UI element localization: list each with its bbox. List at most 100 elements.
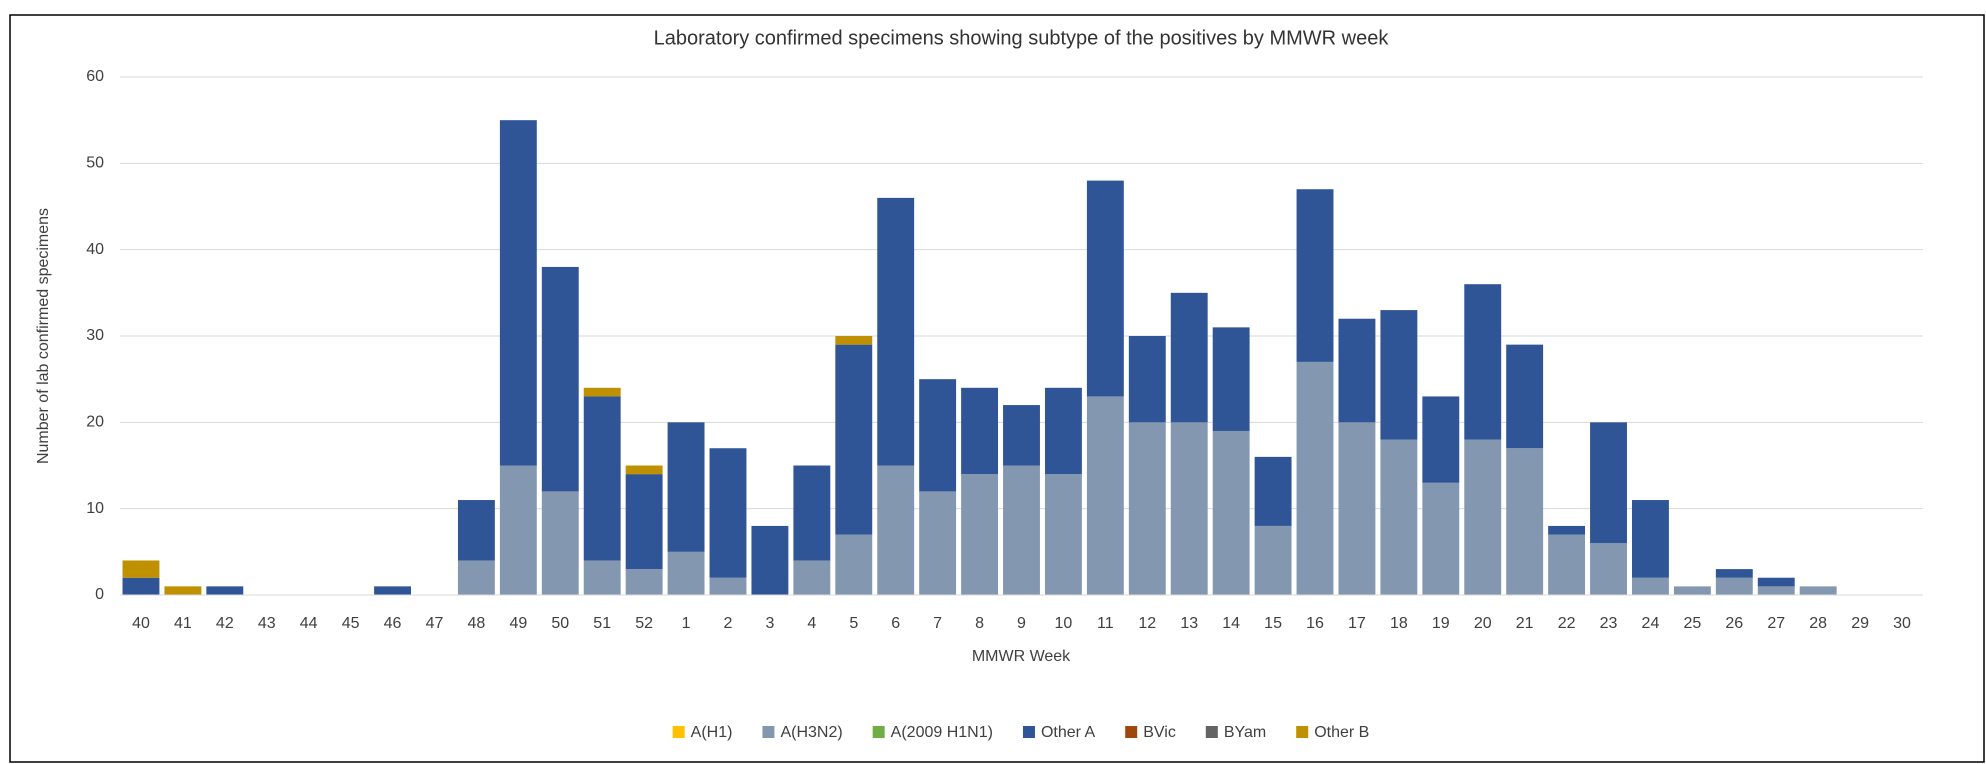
bar-segment bbox=[1506, 448, 1544, 595]
bar-segment bbox=[206, 586, 244, 595]
bar-segment bbox=[583, 387, 621, 397]
bar-segment bbox=[1757, 586, 1795, 595]
x-tick-label: 45 bbox=[342, 615, 360, 632]
legend-label: Other B bbox=[1314, 724, 1369, 741]
x-tick-label: 20 bbox=[1474, 615, 1492, 632]
bar-segment bbox=[1170, 292, 1208, 423]
bar-segment bbox=[667, 422, 705, 552]
legend-swatch bbox=[762, 726, 775, 738]
bar-segment bbox=[499, 465, 537, 595]
bar-segment bbox=[919, 491, 957, 595]
y-tick-label: 60 bbox=[86, 68, 104, 85]
x-tick-label: 4 bbox=[807, 615, 816, 632]
bar-segment bbox=[961, 474, 999, 595]
legend-label: Other A bbox=[1041, 724, 1096, 741]
legend-label: A(2009 H1N1) bbox=[891, 724, 993, 741]
legend-swatch bbox=[1022, 726, 1035, 738]
x-tick-label: 40 bbox=[132, 615, 150, 632]
bar-segment bbox=[1170, 422, 1208, 595]
x-tick-label: 44 bbox=[300, 615, 318, 632]
bar-segment bbox=[541, 266, 579, 492]
x-tick-label: 10 bbox=[1055, 615, 1073, 632]
bar-segment bbox=[1464, 284, 1502, 440]
x-tick-label: 13 bbox=[1180, 615, 1198, 632]
bar-segment bbox=[499, 120, 537, 466]
bar-segment bbox=[1799, 586, 1837, 595]
chart-title: Laboratory confirmed specimens showing s… bbox=[654, 27, 1390, 49]
x-tick-label: 15 bbox=[1264, 615, 1282, 632]
x-tick-label: 48 bbox=[468, 615, 486, 632]
bar-segment bbox=[1003, 405, 1040, 466]
x-tick-label: 7 bbox=[933, 615, 942, 632]
bar-segment bbox=[1464, 439, 1502, 595]
y-tick-label: 10 bbox=[86, 500, 104, 517]
bar-segment bbox=[1338, 422, 1376, 595]
x-tick-label: 17 bbox=[1348, 615, 1366, 632]
bar-segment bbox=[1632, 577, 1669, 595]
bar-segment bbox=[164, 586, 202, 595]
bar-segment bbox=[709, 448, 747, 578]
x-tick-label: 42 bbox=[216, 615, 234, 632]
x-tick-label: 30 bbox=[1893, 615, 1911, 632]
bar-segment bbox=[793, 465, 831, 561]
x-tick-label: 24 bbox=[1642, 615, 1660, 632]
bar-segment bbox=[1003, 465, 1040, 595]
x-axis-title: MMWR Week bbox=[972, 648, 1071, 665]
bar-segment bbox=[625, 474, 663, 570]
x-tick-label: 9 bbox=[1017, 615, 1026, 632]
x-tick-label: 46 bbox=[384, 615, 402, 632]
legend-label: A(H3N2) bbox=[780, 724, 842, 741]
bar-segment bbox=[961, 387, 999, 475]
bar-segment bbox=[1296, 361, 1334, 595]
bar-segment bbox=[835, 534, 873, 595]
x-tick-label: 52 bbox=[635, 615, 653, 632]
x-tick-label: 14 bbox=[1222, 615, 1240, 632]
bar-segment bbox=[1212, 327, 1250, 431]
bar-segment bbox=[709, 577, 747, 595]
bar-segment bbox=[374, 586, 411, 595]
x-tick-label: 16 bbox=[1306, 615, 1324, 632]
bar-segment bbox=[1128, 422, 1166, 595]
x-tick-label: 3 bbox=[765, 615, 774, 632]
bar-segment bbox=[1296, 189, 1334, 362]
bar-segment bbox=[122, 560, 160, 578]
legend-swatch bbox=[672, 726, 685, 738]
x-tick-label: 27 bbox=[1767, 615, 1785, 632]
bar-segment bbox=[1254, 525, 1292, 595]
x-tick-label: 28 bbox=[1809, 615, 1827, 632]
bar-segment bbox=[667, 551, 705, 595]
bar-segment bbox=[1632, 500, 1669, 578]
bar-segment bbox=[877, 197, 915, 466]
bar-segment bbox=[1715, 569, 1753, 578]
bar-segment bbox=[793, 560, 831, 595]
bar-segment bbox=[1086, 180, 1124, 397]
bar-segment bbox=[1254, 456, 1292, 526]
x-tick-label: 49 bbox=[509, 615, 527, 632]
bar-segment bbox=[1590, 543, 1627, 595]
bar-segment bbox=[1673, 586, 1711, 595]
x-tick-label: 6 bbox=[891, 615, 900, 632]
bar-segment bbox=[625, 569, 663, 595]
bar-segment bbox=[835, 336, 873, 345]
x-tick-label: 25 bbox=[1683, 615, 1701, 632]
legend-label: A(H1) bbox=[691, 724, 733, 741]
x-tick-label: 21 bbox=[1516, 615, 1534, 632]
x-tick-label: 11 bbox=[1097, 615, 1114, 632]
bar-segment bbox=[625, 465, 663, 475]
bar-segment bbox=[877, 465, 915, 595]
bar-segment bbox=[583, 396, 621, 561]
y-axis-title: Number of lab confirmed specimens bbox=[35, 208, 52, 464]
legend-label: BVic bbox=[1143, 724, 1176, 741]
bar-segment bbox=[1422, 482, 1460, 595]
legend-swatch bbox=[1205, 726, 1218, 738]
bar-segment bbox=[1044, 474, 1082, 595]
bar-segment bbox=[1548, 534, 1586, 595]
x-tick-label: 47 bbox=[426, 615, 444, 632]
bar-segment bbox=[835, 344, 873, 535]
x-tick-label: 41 bbox=[174, 615, 192, 632]
y-tick-label: 20 bbox=[86, 414, 104, 431]
x-tick-label: 5 bbox=[849, 615, 858, 632]
bar-segment bbox=[1590, 422, 1627, 544]
bar-segment bbox=[1338, 318, 1376, 423]
